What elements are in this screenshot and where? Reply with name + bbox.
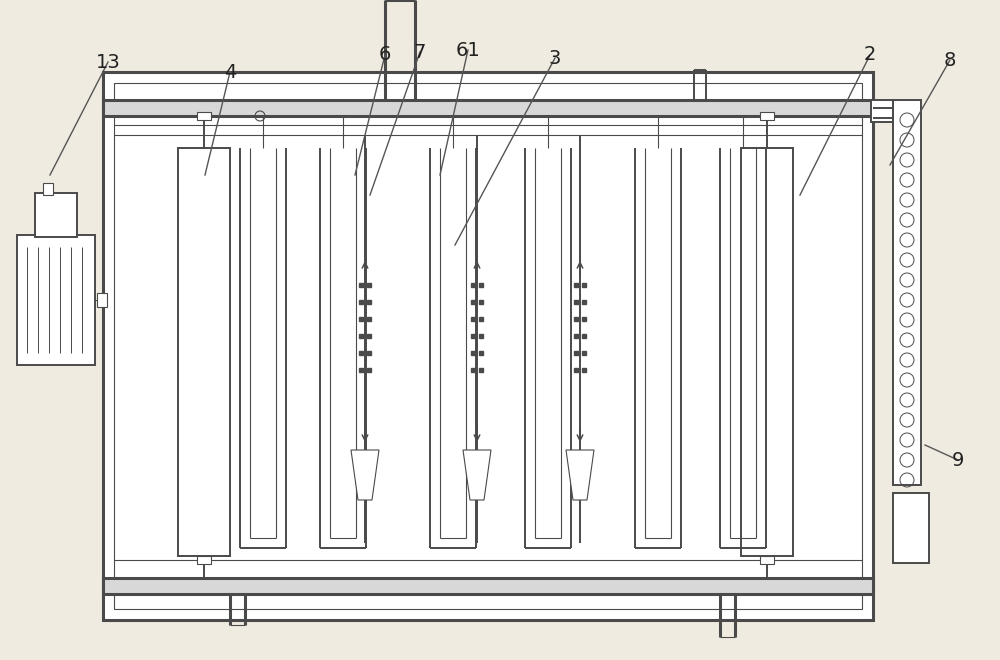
- Polygon shape: [351, 450, 379, 500]
- Bar: [741, 148, 793, 556]
- Bar: [893, 493, 929, 563]
- Bar: [197, 556, 211, 564]
- Text: 2: 2: [864, 46, 876, 65]
- Bar: [197, 112, 211, 120]
- Text: 6: 6: [379, 46, 391, 65]
- Text: 9: 9: [952, 451, 964, 469]
- Bar: [760, 112, 774, 120]
- Bar: [103, 72, 873, 620]
- Bar: [178, 148, 230, 556]
- Polygon shape: [463, 450, 491, 500]
- Bar: [103, 578, 873, 594]
- Bar: [871, 100, 893, 122]
- Bar: [103, 100, 873, 116]
- Polygon shape: [566, 450, 594, 500]
- Text: 4: 4: [224, 63, 236, 81]
- Bar: [760, 556, 774, 564]
- Text: 7: 7: [414, 42, 426, 61]
- Bar: [17, 235, 95, 365]
- Bar: [114, 83, 862, 609]
- Bar: [97, 293, 107, 307]
- Bar: [35, 193, 77, 237]
- Bar: [893, 100, 921, 485]
- Text: 8: 8: [944, 51, 956, 69]
- Text: 61: 61: [456, 40, 480, 59]
- Text: 3: 3: [549, 48, 561, 67]
- Bar: [43, 183, 53, 195]
- Text: 13: 13: [96, 53, 120, 71]
